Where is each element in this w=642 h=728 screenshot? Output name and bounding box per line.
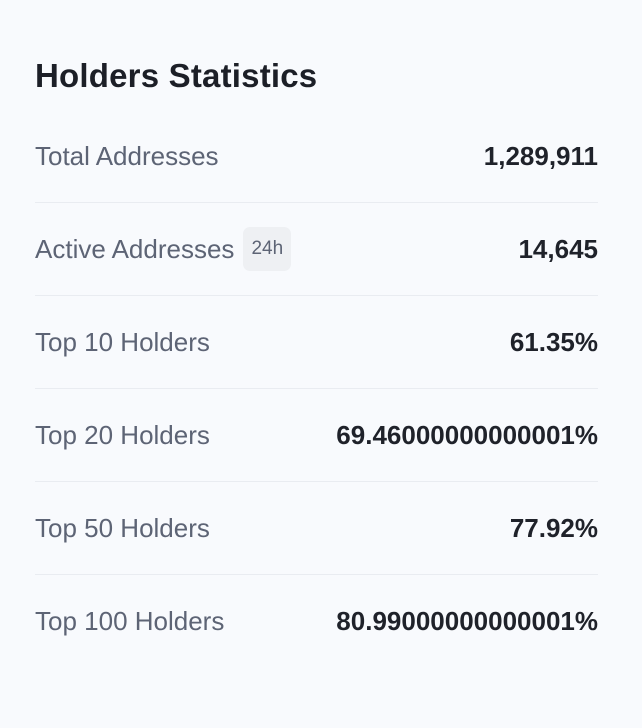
stat-label: Total Addresses xyxy=(35,141,219,171)
stat-label-wrap: Total Addresses xyxy=(35,140,219,172)
stat-row-active-addresses: Active Addresses 24h 14,645 xyxy=(35,203,598,296)
stat-label-wrap: Top 10 Holders xyxy=(35,326,210,358)
stat-label: Top 100 Holders xyxy=(35,606,225,636)
time-period-badge: 24h xyxy=(243,227,292,271)
stat-value: 1,289,911 xyxy=(483,141,598,171)
stat-row-top-50-holders: Top 50 Holders 77.92% xyxy=(35,482,598,575)
stat-label-wrap: Active Addresses 24h xyxy=(35,227,292,271)
stat-label-wrap: Top 100 Holders xyxy=(35,605,224,637)
stats-list: Total Addresses 1,289,911 Active Address… xyxy=(35,110,598,667)
stat-label: Top 10 Holders xyxy=(35,327,210,357)
stat-row-top-20-holders: Top 20 Holders 69.46000000000001% xyxy=(35,389,598,482)
stat-value: 14,645 xyxy=(518,234,598,264)
stat-value: 61.35% xyxy=(509,327,598,357)
stat-value: 80.99000000000001% xyxy=(336,606,598,636)
stat-value: 69.46000000000001% xyxy=(336,420,598,450)
stat-row-top-100-holders: Top 100 Holders 80.99000000000001% xyxy=(35,575,598,667)
stat-value: 77.92% xyxy=(509,513,598,543)
stat-row-top-10-holders: Top 10 Holders 61.35% xyxy=(35,296,598,389)
card-title: Holders Statistics xyxy=(35,57,318,94)
stat-label: Top 20 Holders xyxy=(35,420,210,450)
stat-label-wrap: Top 50 Holders xyxy=(35,512,210,544)
stat-label-wrap: Top 20 Holders xyxy=(35,419,210,451)
stat-row-total-addresses: Total Addresses 1,289,911 xyxy=(35,110,598,203)
stat-label: Top 50 Holders xyxy=(35,513,210,543)
stat-label: Active Addresses xyxy=(35,234,235,264)
